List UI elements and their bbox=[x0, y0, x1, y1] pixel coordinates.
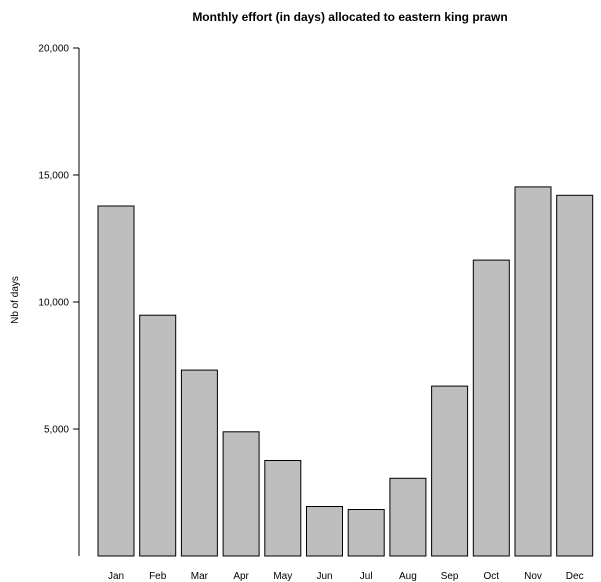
bar-mar bbox=[180, 369, 218, 557]
bars-group bbox=[97, 186, 594, 557]
y-axis-label: Nb of days bbox=[10, 276, 21, 324]
x-tick-label-jul: Jul bbox=[360, 571, 373, 582]
x-tick-label-aug: Aug bbox=[399, 571, 417, 582]
y-tick-label: 5,000 bbox=[44, 425, 69, 436]
bar-may bbox=[264, 460, 302, 557]
x-tick-label-may: May bbox=[273, 571, 292, 582]
bar-jul bbox=[347, 509, 385, 557]
chart-title: Monthly effort (in days) allocated to ea… bbox=[192, 10, 507, 24]
bar-dec bbox=[556, 194, 594, 557]
bar-feb bbox=[139, 314, 177, 557]
bar-aug bbox=[389, 477, 427, 557]
y-tick-label: 15,000 bbox=[38, 171, 69, 182]
x-tick-label-sep: Sep bbox=[441, 571, 459, 582]
bar-jun bbox=[306, 506, 343, 557]
x-tick-label-jun: Jun bbox=[316, 571, 332, 582]
x-tick-label-mar: Mar bbox=[191, 571, 209, 582]
x-tick-labels: Jan Feb Mar Apr May Jun Jul Aug Sep Oct Nov Dec bbox=[108, 571, 584, 582]
bar-apr bbox=[222, 431, 260, 557]
y-tick-label: 10,000 bbox=[38, 298, 69, 309]
bar-jan bbox=[97, 205, 135, 557]
x-tick-label-feb: Feb bbox=[149, 571, 167, 582]
bar-nov bbox=[514, 186, 552, 557]
bar-oct bbox=[472, 259, 510, 557]
y-tick-label: 20,000 bbox=[38, 44, 69, 55]
x-tick-label-dec: Dec bbox=[566, 571, 584, 582]
x-tick-label-apr: Apr bbox=[233, 571, 249, 582]
x-tick-label-nov: Nov bbox=[524, 571, 542, 582]
x-tick-label-jan: Jan bbox=[108, 571, 124, 582]
x-tick-label-oct: Oct bbox=[484, 571, 500, 582]
y-axis: 5,000 10,000 15,000 20,000 bbox=[38, 44, 80, 556]
bar-sep bbox=[431, 385, 469, 557]
